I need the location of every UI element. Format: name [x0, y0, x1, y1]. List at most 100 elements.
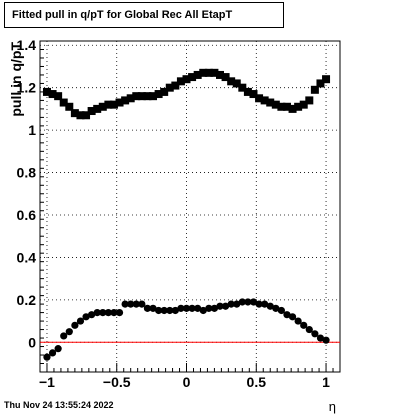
data-point-circle [65, 328, 73, 336]
data-point-circle [43, 353, 51, 361]
data-point-square [255, 94, 264, 103]
data-point-square [310, 85, 319, 94]
data-point-circle [166, 306, 174, 315]
data-point-circle [205, 304, 213, 312]
data-point-square [221, 73, 230, 82]
data-point-circle [238, 298, 246, 306]
data-point-circle [233, 300, 241, 308]
y-tick-label: 1.2 [17, 80, 37, 96]
data-point-circle [199, 306, 207, 315]
data-point-circle [244, 298, 252, 306]
chart-title: Fitted pull in q/pT for Global Rec All E… [4, 2, 284, 28]
data-point-circle [188, 304, 196, 312]
data-point-circle [60, 332, 68, 340]
data-point-circle [322, 336, 330, 344]
x-tick-label: −1 [39, 374, 55, 390]
data-point-circle [99, 308, 107, 317]
data-point-circle [127, 300, 135, 308]
y-axis-title: pull in q/pT [8, 42, 24, 117]
data-point-square [204, 68, 213, 77]
data-point-circle [216, 302, 224, 310]
footer-date: Thu Nov 24 13:55:24 2022 [4, 400, 114, 410]
data-point-square [299, 100, 308, 109]
data-point-square [277, 102, 286, 111]
data-point-circle [272, 304, 280, 312]
data-point-circle [48, 349, 57, 357]
data-point-square [65, 102, 74, 111]
data-point-square [294, 102, 303, 111]
data-point-circle [71, 321, 79, 329]
data-point-square [199, 68, 208, 77]
data-point-circle [132, 300, 140, 308]
data-point-square [210, 68, 219, 77]
data-point-circle [305, 325, 313, 334]
data-point-square [193, 70, 202, 79]
data-point-circle [221, 302, 230, 310]
data-point-circle [288, 313, 297, 321]
data-point-circle [54, 345, 62, 353]
data-point-square [322, 75, 331, 84]
data-point-square [160, 87, 169, 96]
data-point-circle [110, 308, 118, 317]
data-point-square [126, 94, 135, 103]
data-point-circle [143, 304, 152, 312]
data-point-circle [104, 308, 112, 317]
data-point-circle [311, 330, 319, 338]
data-point-square [266, 98, 275, 107]
data-point-circle [149, 304, 157, 312]
data-point-square [76, 111, 85, 120]
y-tick-label: 0.6 [17, 207, 37, 223]
data-point-square [82, 111, 91, 120]
data-point-circle [171, 306, 179, 315]
data-point-square [305, 96, 314, 105]
data-point-square [143, 92, 152, 101]
data-point-square [188, 73, 197, 82]
data-point-circle [266, 302, 274, 310]
data-point-square [165, 83, 174, 92]
x-tick-label: 0 [183, 374, 191, 390]
data-point-circle [277, 306, 285, 315]
data-point-circle [160, 306, 168, 315]
data-point-square [70, 109, 79, 118]
x-tick-label: 0.5 [247, 374, 267, 390]
x-tick-label: 1 [322, 374, 330, 390]
data-point-circle [82, 313, 90, 321]
data-point-circle [177, 304, 185, 312]
data-point-circle [121, 300, 129, 308]
data-point-square [288, 104, 297, 113]
y-tick-label: 1 [28, 122, 36, 138]
data-point-square [154, 90, 163, 99]
data-point-circle [138, 300, 146, 308]
data-point-square [282, 102, 291, 111]
data-point-circle [155, 306, 163, 315]
data-point-square [98, 102, 107, 111]
data-point-square [48, 90, 57, 99]
data-point-circle [93, 308, 101, 317]
data-point-circle [227, 300, 235, 308]
data-point-square [93, 104, 102, 113]
data-point-square [42, 87, 51, 96]
data-point-square [232, 79, 241, 88]
data-point-square [59, 98, 68, 107]
data-point-circle [300, 321, 308, 329]
data-point-square [227, 77, 236, 86]
y-tick-label: 0.2 [17, 292, 37, 308]
data-point-square [249, 90, 258, 99]
data-point-circle [261, 300, 269, 308]
data-point-square [109, 100, 118, 109]
data-point-square [104, 100, 113, 109]
data-point-square [316, 79, 325, 88]
data-point-square [121, 96, 130, 105]
data-point-circle [88, 311, 96, 319]
data-point-square [260, 96, 269, 105]
data-point-circle [316, 334, 325, 342]
data-point-square [137, 92, 146, 101]
data-point-circle [294, 317, 302, 325]
data-point-square [182, 75, 191, 84]
data-point-square [243, 87, 252, 96]
data-point-circle [210, 304, 219, 312]
x-tick-label: −0.5 [103, 374, 131, 390]
y-tick-label: 0.8 [17, 165, 37, 181]
data-point-square [216, 70, 224, 79]
